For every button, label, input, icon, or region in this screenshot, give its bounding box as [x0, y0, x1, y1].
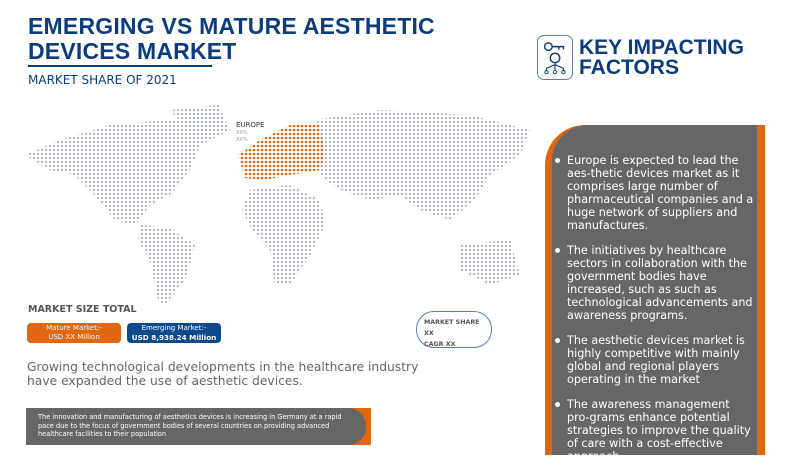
- europe-value-1: XX%: [236, 130, 248, 136]
- world-dot-map: [25, 105, 530, 305]
- europe-region: [238, 125, 325, 180]
- emerging-label: Emerging Market:-: [141, 324, 207, 332]
- list-item: The awareness management pro-grams enhan…: [555, 398, 755, 463]
- key-gear-network-icon: [537, 35, 573, 80]
- page-subtitle: MARKET SHARE OF 2021: [28, 73, 177, 87]
- growth-text: Growing technological developments in th…: [27, 360, 419, 388]
- mature-value: USD XX Million: [48, 333, 100, 341]
- market-share-value: MARKET SHARE XX: [424, 319, 480, 337]
- page-title: EMERGING VS MATURE AESTHETIC DEVICES MAR…: [28, 13, 435, 64]
- cagr-value: CAGR XX: [424, 341, 456, 348]
- africa: [242, 185, 325, 285]
- list-item: Europe is expected to lead the aes-theti…: [555, 154, 755, 232]
- mature-market-badge: Mature Market:- USD XX Million: [27, 323, 121, 343]
- note-box: The innovation and manufacturing of aest…: [26, 408, 366, 445]
- key-factors-header: KEY IMPACTING FACTORS: [537, 35, 744, 80]
- key-factors-list: Europe is expected to lead the aes-theti…: [555, 154, 755, 475]
- north-america: [25, 112, 230, 225]
- list-item: The aesthetic devices market is highly c…: [555, 334, 755, 386]
- europe-label: EUROPE: [236, 121, 265, 129]
- greenland: [170, 105, 225, 135]
- key-factors-title-1: KEY IMPACTING: [579, 35, 744, 59]
- south-america: [138, 225, 195, 305]
- market-share-box: MARKET SHARE XX CAGR XX: [416, 311, 492, 348]
- asia: [315, 110, 530, 220]
- list-item: The initiatives by healthcare sectors in…: [555, 244, 755, 322]
- title-underline: [28, 65, 212, 67]
- australia: [460, 240, 520, 285]
- emerging-value: USD 8,938.24 Million: [131, 333, 217, 342]
- europe-value-2: XX%: [236, 137, 248, 143]
- mature-label: Mature Market:-: [46, 324, 102, 332]
- key-factors-panel: [552, 125, 757, 455]
- emerging-market-badge: Emerging Market:- USD 8,938.24 Million: [127, 323, 221, 343]
- key-factors-title-2: FACTORS: [579, 55, 679, 79]
- market-size-label: MARKET SIZE TOTAL: [28, 304, 137, 315]
